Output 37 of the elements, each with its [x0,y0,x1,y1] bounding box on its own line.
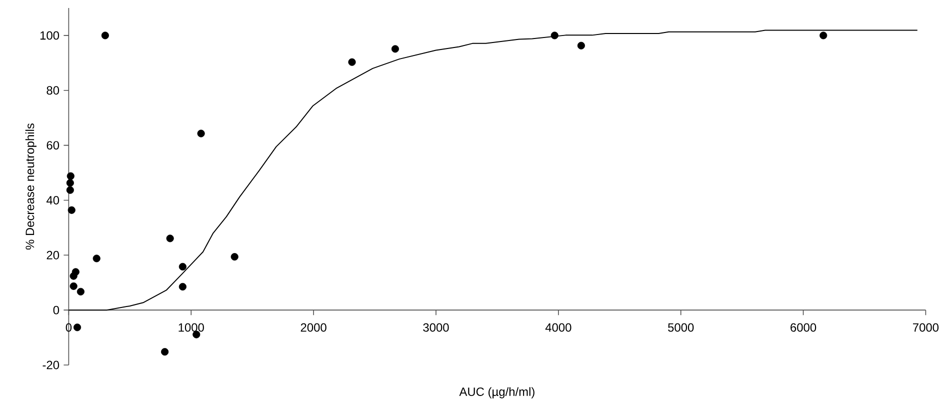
x-tick-label: 7000 [913,323,939,332]
point [66,172,74,180]
point [161,348,169,356]
x-tick-label: 1000 [178,323,204,332]
point [820,32,828,40]
y-tick-label: 40 [46,196,60,204]
point [230,253,238,261]
point [550,32,558,40]
point [92,254,100,262]
y-axis-title: % Decrease neutrophils [25,124,37,250]
point [577,42,585,50]
y-tick-label: 80 [46,86,60,95]
point [70,272,78,280]
y-tick-label: -20 [42,360,60,370]
x-tick-label: 5000 [668,323,694,332]
y-tick-label: 20 [46,250,60,260]
x-tick-label: 3000 [423,323,449,332]
point [76,288,84,296]
point [348,58,356,66]
point [73,324,82,332]
x-tick-label: 2000 [300,323,326,332]
point [68,206,76,214]
point [178,282,186,291]
point [101,32,109,40]
point [391,45,400,53]
point [178,262,186,270]
point [66,186,74,194]
x-tick-label: 6000 [790,323,816,332]
y-tick-label: 100 [40,31,60,40]
point [70,282,78,290]
x-axis-title: AUC (µg/h/ml) [459,387,534,398]
y-tick-label: 0 [53,306,60,314]
x-tick-label: 4000 [545,323,572,332]
point [66,179,74,187]
point [166,234,174,242]
point [197,130,205,138]
y-tick-label: 60 [46,141,60,150]
